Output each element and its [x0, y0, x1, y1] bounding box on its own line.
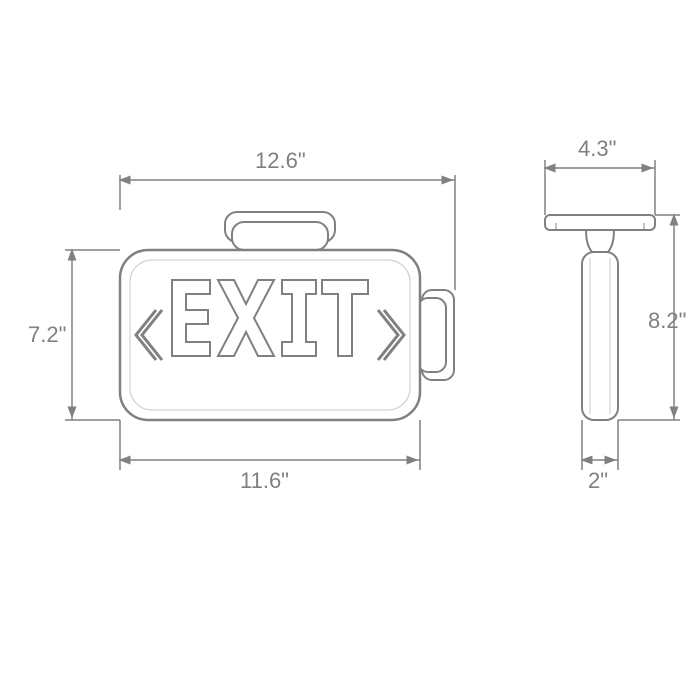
- label-bottom-inner: 11.6": [240, 468, 289, 494]
- drawing-svg: [0, 0, 700, 700]
- side-body: [582, 252, 618, 420]
- side-stem: [586, 230, 614, 252]
- front-sign-body: [120, 250, 420, 420]
- label-side-bottom: 2": [588, 468, 608, 494]
- side-top-plate: [545, 215, 655, 230]
- label-side-height: 8.2": [648, 308, 686, 334]
- diagram-canvas: 12.6" 11.6" 7.2" 4.3" 8.2" 2": [0, 0, 700, 700]
- front-side-mount: [418, 298, 446, 372]
- label-top-outer: 12.6": [255, 148, 306, 174]
- front-top-mount: [232, 222, 328, 250]
- label-side-top: 4.3": [578, 136, 616, 162]
- label-left-height: 7.2": [28, 322, 66, 348]
